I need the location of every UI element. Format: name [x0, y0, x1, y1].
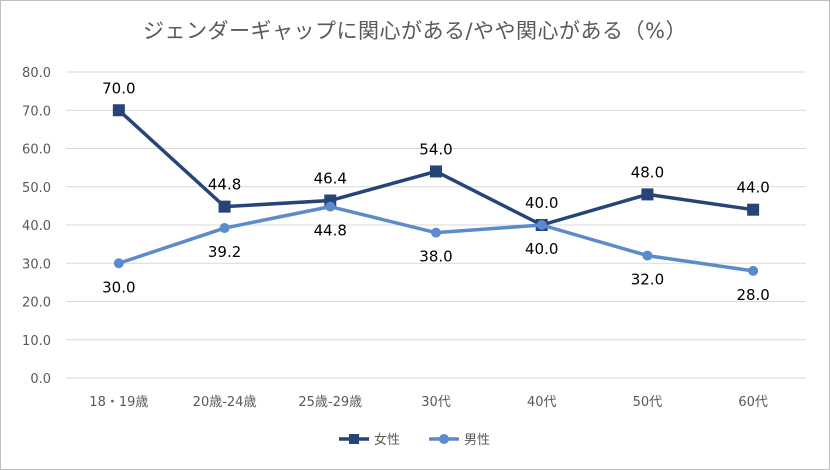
data-label: 44.8 [314, 222, 347, 240]
x-tick-label: 25歳-29歳 [298, 395, 362, 410]
data-point-marker [431, 227, 441, 238]
data-point-marker [219, 223, 230, 234]
y-tick-label: 60.0 [22, 143, 51, 158]
data-point-marker [747, 203, 760, 216]
x-tick-label: 50代 [633, 395, 663, 410]
data-label: 44.8 [208, 176, 241, 194]
data-label: 32.0 [631, 271, 664, 289]
data-label: 40.0 [525, 194, 558, 212]
x-tick-label: 20歳-24歳 [193, 395, 257, 410]
data-point-marker [536, 220, 547, 230]
legend-marker [349, 434, 359, 444]
y-tick-label: 20.0 [22, 296, 51, 311]
data-point-marker [430, 165, 442, 178]
y-tick-label: 40.0 [22, 219, 51, 234]
data-label: 39.2 [208, 243, 241, 261]
data-label: 40.0 [525, 240, 558, 258]
data-point-marker [112, 104, 125, 117]
y-tick-label: 30.0 [22, 257, 51, 272]
legend-label: 男性 [464, 433, 490, 448]
y-tick-label: 80.0 [22, 66, 51, 81]
y-tick-label: 0.0 [30, 372, 51, 387]
data-point-marker [218, 200, 231, 213]
data-point-marker [748, 265, 759, 276]
y-tick-label: 50.0 [22, 181, 51, 196]
data-label: 28.0 [736, 286, 769, 304]
y-tick-label: 10.0 [22, 334, 51, 349]
data-label: 70.0 [102, 79, 135, 97]
legend-label: 女性 [374, 432, 400, 448]
x-tick-label: 40代 [527, 395, 557, 410]
data-point-marker [642, 250, 653, 261]
data-label: 48.0 [631, 163, 664, 181]
data-label: 30.0 [102, 278, 135, 296]
x-tick-label: 30代 [421, 395, 451, 410]
legend-marker [439, 434, 449, 444]
chart-title: ジェンダーギャップに関心がある/やや関心がある（%） [142, 19, 688, 43]
data-label: 44.0 [736, 179, 769, 197]
x-tick-label: 18・19歳 [89, 395, 148, 410]
x-tick-label: 60代 [738, 395, 768, 410]
data-point-marker [113, 258, 124, 269]
data-label: 46.4 [314, 170, 347, 188]
data-point-marker [325, 201, 336, 212]
data-point-marker [641, 188, 654, 201]
y-tick-label: 70.0 [22, 104, 51, 119]
data-label: 54.0 [419, 140, 452, 158]
data-label: 38.0 [419, 248, 452, 266]
